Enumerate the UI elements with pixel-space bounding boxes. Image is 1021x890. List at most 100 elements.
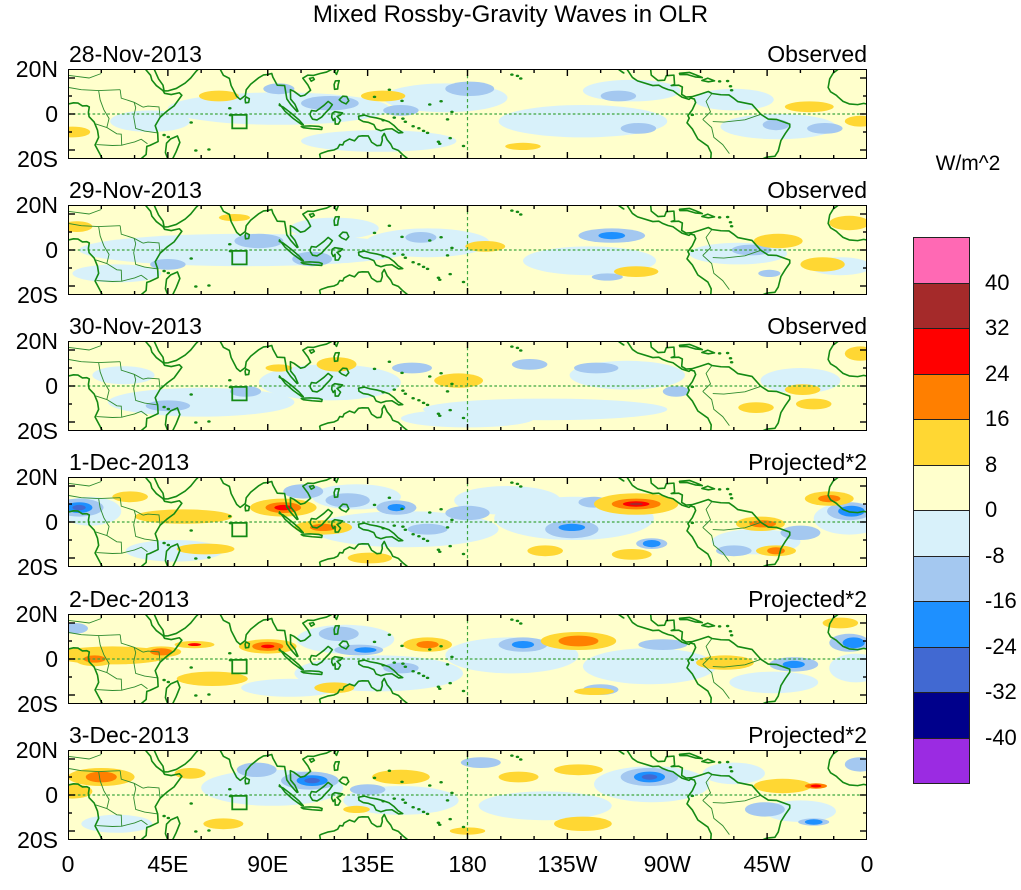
country-border-line [143,514,160,525]
island-dot [448,544,452,548]
panel-type-label: Observed [767,313,867,339]
coastline-path [359,251,403,269]
coastline-path [68,375,102,431]
island-dot [515,346,520,350]
island-dot [515,482,520,486]
coastline-path [245,778,249,784]
island-dot [515,619,520,623]
island-dot [448,681,452,685]
x-axis-tick-label: 180 [448,851,487,877]
colorbar-segment [913,373,970,420]
island-dot [510,73,514,76]
target-region-box [232,523,246,537]
country-border-line [703,800,730,834]
y-axis-tick-label: 20S [17,554,58,580]
country-border-line [703,664,730,698]
island-dot [387,496,392,499]
coastline-path [141,69,182,159]
island-dot [437,687,442,690]
island-dot [518,758,523,761]
coastline-path [828,205,867,241]
coastline-path [332,520,343,532]
panel-type-label: Projected*2 [748,722,867,748]
coastline-path [679,72,702,77]
island-dot [725,79,730,83]
country-border-line [703,119,730,153]
x-axis-tick-label: 90E [247,851,289,877]
island-dot [417,534,421,538]
reference-lines-group [68,69,867,159]
country-border-line [703,93,712,119]
island-dot [515,74,520,78]
island-dot [401,117,405,120]
map-panel-4: 1-Dec-2013 Projected*2 20N 0 20S [16,449,867,580]
coastline-path [332,793,343,805]
coastline-path [828,341,867,377]
anomaly-blob [289,217,379,240]
coastline-path [618,477,624,481]
coastline-path [310,373,332,392]
coastline-path [141,614,182,704]
panel-date-label: 30-Nov-2013 [69,313,202,339]
coastline-path [68,511,102,567]
country-border-line [99,363,104,382]
panel-type-label: Observed [767,41,867,67]
country-border-line [122,275,148,281]
coastline-path [165,408,179,431]
reference-lines-group [68,477,867,567]
island-dot [690,794,695,798]
island-dot [189,393,193,396]
coastline-path [828,69,867,105]
coastline-path [334,489,339,498]
colorbar-segment [913,555,970,602]
country-borders-group [68,210,761,290]
island-dot [372,776,377,780]
island-dot [166,135,171,139]
anomaly-blob [620,123,657,134]
coastline-path [332,248,343,260]
country-border-line [68,210,101,215]
coastline-path [220,477,333,519]
island-dot [166,271,171,275]
coastline-path [651,477,790,567]
anomaly-blob [498,771,539,783]
coastline-path [309,486,314,490]
island-dot [381,527,385,530]
country-border-line [143,651,160,662]
colorbar-tick-label: -16 [985,588,1017,613]
colorbar-segment [913,328,970,375]
coastline-path [68,239,102,295]
coastline-path [154,614,198,636]
coastline-path [679,208,702,213]
island-dot [207,556,211,559]
anomaly-blob [176,671,248,686]
anomaly-blob [807,123,843,134]
island-dot [425,267,430,271]
country-border-line [68,482,101,487]
coastline-path [301,671,322,675]
island-dot [372,95,377,99]
coastline-path [220,205,333,247]
island-dot [166,407,171,411]
country-border-line [68,632,120,635]
anomaly-blob [383,662,419,674]
coastline-path [310,509,332,528]
island-dot [436,685,441,688]
coastline-path [301,807,322,811]
island-dot [400,780,404,784]
country-border-line [120,226,143,243]
map-canvas [68,614,867,704]
island-dot [515,755,520,759]
coastline-path [154,341,198,363]
anomaly-blob [176,543,235,555]
map-panel-6: 3-Dec-2013 Projected*2 20N 0 20S [16,722,867,853]
anomaly-blob [804,819,823,825]
colorbar-segment [913,601,970,648]
island-dot [381,119,385,122]
island-dot [411,260,415,264]
island-dot [518,77,523,80]
country-border-line [134,510,158,541]
coastline-path [309,759,314,763]
anomaly-blob [505,142,541,150]
